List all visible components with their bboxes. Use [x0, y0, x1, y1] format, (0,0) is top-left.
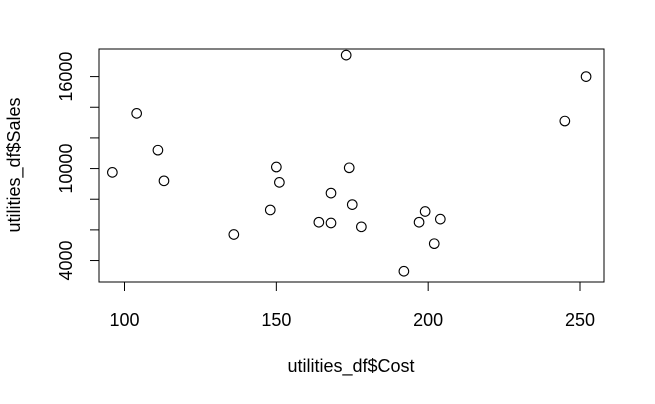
- data-point: [398, 265, 410, 277]
- y-axis: 4000 10000 16000: [56, 52, 99, 281]
- x-axis: 100 150 200 250: [109, 282, 595, 330]
- y-tick-label: 4000: [56, 241, 76, 281]
- plot-frame: [98, 48, 605, 283]
- data-point: [274, 177, 285, 188]
- y-axis-label: utilities_df$Sales: [4, 97, 25, 232]
- data-point: [325, 217, 337, 229]
- data-point: [228, 229, 240, 240]
- data-point: [346, 199, 358, 210]
- data-point: [434, 213, 446, 225]
- data-point: [340, 49, 352, 61]
- x-axis-label: utilities_df$Cost: [287, 356, 414, 377]
- data-point: [158, 175, 170, 187]
- data-point: [152, 144, 164, 156]
- data-point: [264, 204, 276, 216]
- data-points: [107, 49, 592, 277]
- data-point: [413, 216, 425, 228]
- data-point: [356, 221, 367, 233]
- x-tick-label: 150: [261, 310, 291, 330]
- y-tick-label: 10000: [56, 144, 76, 194]
- y-tick-label: 16000: [56, 52, 76, 102]
- x-tick-label: 200: [413, 310, 443, 330]
- data-point: [559, 115, 571, 127]
- data-point: [428, 238, 440, 250]
- data-point: [343, 162, 355, 174]
- x-tick-label: 100: [109, 310, 139, 330]
- data-point: [580, 71, 592, 82]
- data-point: [419, 206, 431, 217]
- data-point: [325, 187, 337, 199]
- x-tick-label: 250: [565, 310, 595, 330]
- data-point: [313, 216, 325, 228]
- data-point: [270, 161, 282, 173]
- data-point: [107, 167, 118, 178]
- data-point: [131, 108, 143, 119]
